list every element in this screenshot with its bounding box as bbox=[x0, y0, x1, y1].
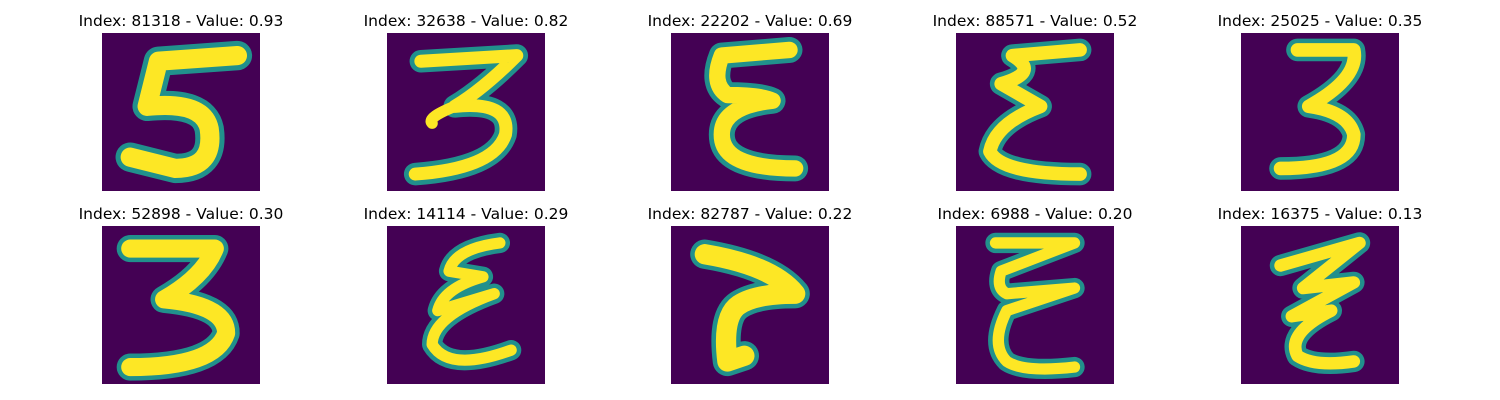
panel-title: Index: 6988 - Value: 0.20 bbox=[937, 205, 1133, 223]
panel-title: Index: 22202 - Value: 0.69 bbox=[647, 12, 853, 30]
digit-panel-7: Index: 14114 - Value: 0.29 bbox=[351, 204, 581, 389]
digit-panel-1: Index: 81318 - Value: 0.93 bbox=[66, 11, 296, 196]
digit-panel-10: Index: 16375 - Value: 0.13 bbox=[1205, 204, 1435, 389]
panel-title: Index: 16375 - Value: 0.13 bbox=[1217, 205, 1423, 223]
digit-image bbox=[102, 226, 260, 384]
digit-image bbox=[1241, 33, 1399, 191]
digit-image bbox=[1241, 226, 1399, 384]
digit-panel-8: Index: 82787 - Value: 0.22 bbox=[635, 204, 865, 389]
panel-title: Index: 81318 - Value: 0.93 bbox=[78, 12, 284, 30]
digit-panel-6: Index: 52898 - Value: 0.30 bbox=[66, 204, 296, 389]
digit-panel-2: Index: 32638 - Value: 0.82 bbox=[351, 11, 581, 196]
digit-image bbox=[102, 33, 260, 191]
digit-image bbox=[956, 226, 1114, 384]
panel-title: Index: 82787 - Value: 0.22 bbox=[647, 205, 853, 223]
digit-panel-9: Index: 6988 - Value: 0.20 bbox=[920, 204, 1150, 389]
digit-image bbox=[671, 226, 829, 384]
digit-panel-4: Index: 88571 - Value: 0.52 bbox=[920, 11, 1150, 196]
panel-title: Index: 25025 - Value: 0.35 bbox=[1217, 12, 1423, 30]
digit-image bbox=[387, 226, 545, 384]
panel-title: Index: 14114 - Value: 0.29 bbox=[363, 205, 569, 223]
digit-image bbox=[956, 33, 1114, 191]
digit-image bbox=[387, 33, 545, 191]
panel-title: Index: 88571 - Value: 0.52 bbox=[932, 12, 1138, 30]
digit-panel-3: Index: 22202 - Value: 0.69 bbox=[635, 11, 865, 196]
digit-panel-5: Index: 25025 - Value: 0.35 bbox=[1205, 11, 1435, 196]
digit-image bbox=[671, 33, 829, 191]
panel-title: Index: 32638 - Value: 0.82 bbox=[363, 12, 569, 30]
panel-title: Index: 52898 - Value: 0.30 bbox=[78, 205, 284, 223]
